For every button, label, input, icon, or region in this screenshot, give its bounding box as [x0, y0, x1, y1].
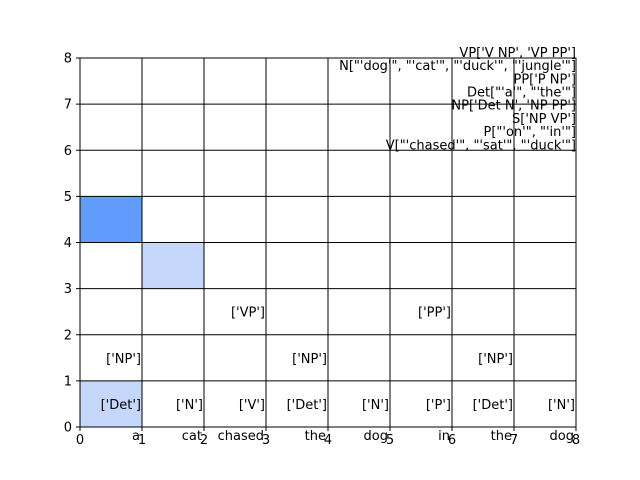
cell-label: ['NP']	[106, 352, 141, 367]
cell-label-layer: ['Det'] ['N'] ['V'] ['Det'] ['N'] ['P'] ['Det'…	[101, 306, 575, 413]
grammar-rule-layer: VP['V NP', 'VP PP']N["'dog'", "'cat'", "…	[339, 46, 576, 153]
y-tick-label: 5	[64, 190, 72, 205]
grammar-rule: N["'dog'", "'cat'", "'duck'", "'jungle'"…	[339, 59, 576, 74]
x-tick-label: 7	[510, 433, 518, 448]
grammar-rule: NP['Det N', 'NP PP']	[451, 99, 576, 114]
cell-label: ['N']	[362, 398, 389, 413]
cell-label: ['P']	[426, 398, 451, 413]
word-label-layer: a cat chased the dog in the dog	[132, 429, 574, 444]
y-tick-label: 2	[64, 328, 72, 343]
word-label: a	[132, 429, 140, 444]
grammar-rule: V["'chased'", "'sat'", "'duck'"]	[386, 138, 576, 153]
cell-label: ['Det']	[287, 398, 327, 413]
y-tick-label: 6	[64, 144, 72, 159]
y-tick-label: 8	[64, 52, 72, 67]
highlight-cell	[80, 196, 142, 243]
y-tick-label: 4	[64, 236, 72, 251]
x-tick-label: 3	[262, 433, 270, 448]
word-label: chased	[218, 429, 264, 444]
highlight-cell	[142, 242, 204, 289]
cell-label: ['N']	[548, 398, 575, 413]
x-tick-label: 6	[448, 433, 456, 448]
y-tick-label: 3	[64, 282, 72, 297]
word-label: the	[305, 429, 326, 444]
grammar-rule: Det["'a'", "'the'"]	[467, 86, 576, 101]
cell-label: ['N']	[176, 398, 203, 413]
x-tick-label: 8	[572, 433, 580, 448]
x-tick-label: 1	[138, 433, 146, 448]
word-label: dog	[364, 429, 388, 444]
y-tick-label: 1	[64, 374, 72, 389]
x-tick-label: 4	[324, 433, 332, 448]
cell-label: ['Det']	[473, 398, 513, 413]
grammar-rule: PP['P NP']	[513, 72, 576, 87]
cell-label: ['V']	[239, 398, 265, 413]
grammar-rule: S['NP VP']	[512, 112, 576, 127]
word-label: cat	[182, 429, 202, 444]
x-tick-label: 2	[200, 433, 208, 448]
x-tick-label: 5	[386, 433, 394, 448]
y-tick-label: 0	[64, 421, 72, 436]
highlight-layer	[80, 196, 204, 427]
word-label: in	[438, 429, 450, 444]
cell-label: ['NP']	[292, 352, 327, 367]
cell-label: ['PP']	[418, 306, 451, 321]
x-tick-label: 0	[76, 433, 84, 448]
word-label: the	[491, 429, 512, 444]
word-label: dog	[550, 429, 574, 444]
cell-label: ['NP']	[478, 352, 513, 367]
tick-layer: 0 1 2 3 4 5 6 7 8 0 1 2 3 4 5 6 7 8	[64, 52, 580, 449]
grammar-rule: VP['V NP', 'VP PP']	[459, 46, 576, 61]
cell-label: ['Det']	[101, 398, 141, 413]
highlight-cell	[80, 380, 142, 427]
grammar-rule: P["'on'", "'in'"]	[483, 125, 576, 140]
cell-label: ['VP']	[231, 306, 265, 321]
y-tick-label: 7	[64, 98, 72, 113]
